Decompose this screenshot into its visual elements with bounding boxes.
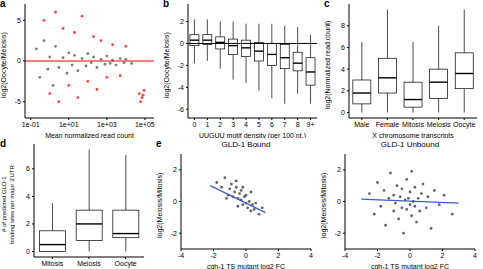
html-text:log2(Oocyte/Meiosis): log2(Oocyte/Meiosis) bbox=[163, 32, 170, 98]
svg-text:1e+03: 1e+03 bbox=[97, 121, 117, 128]
svg-text:cgh-1 TS mutant log2 FC: cgh-1 TS mutant log2 FC bbox=[207, 263, 285, 269]
svg-text:Meiosis: Meiosis bbox=[77, 260, 101, 267]
svg-text:0: 0 bbox=[192, 121, 196, 128]
svg-text:-4: -4 bbox=[342, 252, 348, 259]
svg-text:-6: -6 bbox=[178, 106, 184, 113]
svg-text:5: 5 bbox=[257, 121, 261, 128]
svg-text:0: 0 bbox=[337, 198, 341, 205]
svg-text:0: 0 bbox=[244, 252, 248, 259]
svg-text:Mean normalized read count: Mean normalized read count bbox=[45, 132, 134, 138]
svg-text:-2: -2 bbox=[374, 252, 380, 259]
svg-text:-2: -2 bbox=[171, 230, 177, 237]
html-text:log2(Meiosis/Mitosis): log2(Meiosis/Mitosis) bbox=[156, 172, 163, 239]
svg-text:4: 4 bbox=[473, 252, 475, 259]
svg-text:6: 6 bbox=[270, 121, 274, 128]
svg-text:X chromosome transcripts: X chromosome transcripts bbox=[372, 132, 454, 138]
svg-text:1e+05: 1e+05 bbox=[135, 121, 155, 128]
svg-text:Mitosis: Mitosis bbox=[41, 260, 63, 267]
svg-text:1e-01: 1e-01 bbox=[22, 121, 40, 128]
svg-text:6: 6 bbox=[26, 165, 30, 172]
svg-text:9+: 9+ bbox=[307, 121, 315, 128]
svg-text:8: 8 bbox=[341, 22, 345, 29]
html-text:GLD-1 Bound: GLD-1 Bound bbox=[221, 140, 271, 149]
svg-text:-5: -5 bbox=[15, 98, 21, 105]
svg-text:1: 1 bbox=[205, 121, 209, 128]
html-text:log2(Oocyte/Meiosis): log2(Oocyte/Meiosis) bbox=[0, 32, 7, 98]
html-text:d: d bbox=[0, 138, 7, 149]
svg-text:2: 2 bbox=[441, 252, 445, 259]
svg-text:Mitosis: Mitosis bbox=[402, 121, 424, 128]
svg-text:Male: Male bbox=[354, 121, 369, 128]
svg-text:0: 0 bbox=[173, 198, 177, 205]
svg-text:2: 2 bbox=[180, 18, 184, 25]
svg-text:-2: -2 bbox=[335, 230, 341, 237]
svg-text:UUGUU motif density (per 100 n: UUGUU motif density (per 100 nt.) bbox=[199, 132, 306, 138]
svg-text:2: 2 bbox=[337, 166, 341, 173]
svg-text:0: 0 bbox=[17, 57, 21, 64]
svg-text:6: 6 bbox=[341, 44, 345, 51]
svg-text:-4: -4 bbox=[178, 252, 184, 259]
html-text:binding sites per major 3'UTR: binding sites per major 3'UTR bbox=[9, 165, 15, 244]
svg-text:-2: -2 bbox=[178, 62, 184, 69]
svg-text:4: 4 bbox=[26, 193, 30, 200]
svg-text:Meiosis: Meiosis bbox=[427, 121, 451, 128]
svg-text:0: 0 bbox=[26, 248, 30, 255]
svg-text:2: 2 bbox=[218, 121, 222, 128]
svg-text:5: 5 bbox=[17, 17, 21, 24]
svg-text:2: 2 bbox=[277, 252, 281, 259]
svg-text:4: 4 bbox=[309, 252, 313, 259]
svg-text:0: 0 bbox=[180, 40, 184, 47]
svg-text:4: 4 bbox=[341, 66, 345, 73]
svg-text:0: 0 bbox=[408, 252, 412, 259]
svg-text:-4: -4 bbox=[178, 84, 184, 91]
svg-text:2: 2 bbox=[173, 166, 177, 173]
svg-text:-2: -2 bbox=[210, 252, 216, 259]
html-text:e: e bbox=[156, 138, 162, 149]
html-text:GLD-1 Unbound: GLD-1 Unbound bbox=[380, 140, 440, 149]
svg-text:Female: Female bbox=[376, 121, 399, 128]
svg-text:3: 3 bbox=[231, 121, 235, 128]
html-text:# of predicted GLD-1: # of predicted GLD-1 bbox=[1, 176, 7, 233]
svg-text:8: 8 bbox=[296, 121, 300, 128]
svg-text:2: 2 bbox=[341, 87, 345, 94]
svg-text:Oocyte: Oocyte bbox=[115, 260, 137, 268]
svg-text:cgh-1 TS mutant log2 FC: cgh-1 TS mutant log2 FC bbox=[371, 263, 449, 269]
html-text:log2(Normalized read count): log2(Normalized read count) bbox=[324, 20, 331, 110]
svg-text:4: 4 bbox=[244, 121, 248, 128]
svg-text:1e+01: 1e+01 bbox=[59, 121, 79, 128]
html-text:log2(Meiosis/Mitosis): log2(Meiosis/Mitosis) bbox=[320, 172, 327, 239]
svg-text:0: 0 bbox=[341, 109, 345, 116]
svg-text:7: 7 bbox=[283, 121, 287, 128]
svg-text:2: 2 bbox=[26, 220, 30, 227]
svg-text:Oocyte: Oocyte bbox=[453, 121, 475, 129]
